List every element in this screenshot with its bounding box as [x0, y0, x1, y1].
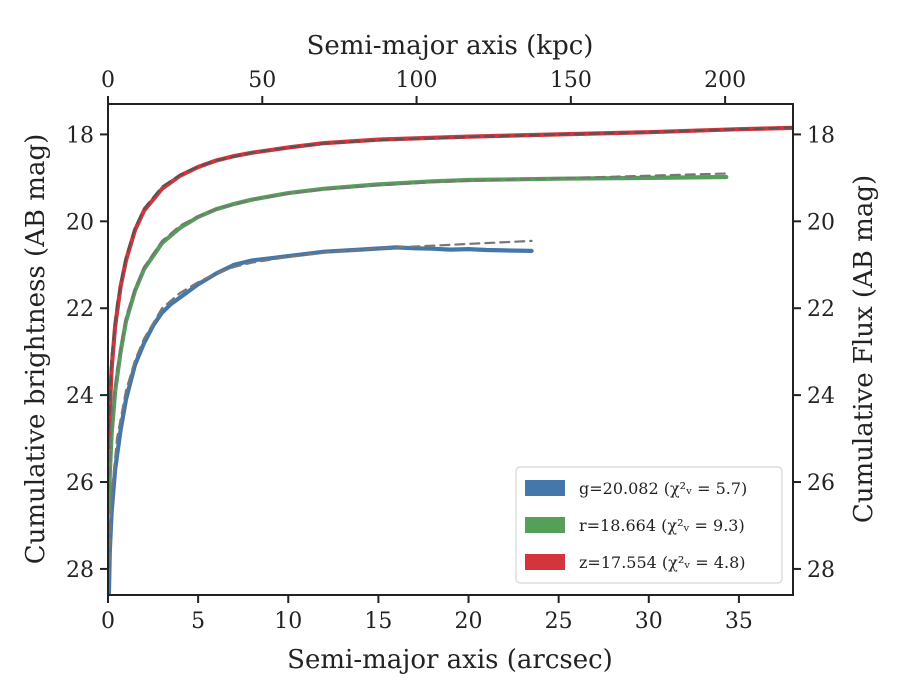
legend-label: z=17.554 (χ²ᵥ = 4.8): [579, 553, 745, 572]
plot-content: [108, 125, 793, 595]
top-x-tick-label: 0: [101, 68, 115, 93]
series-g-model-line: [108, 239, 533, 579]
axes: 0 5 10 15 20 25 30 35 0 50 100 150 200 18 18 20 20 22 22 24…: [66, 68, 835, 634]
x-tick-label: 30: [635, 609, 663, 634]
x-axis-label: Semi-major axis (arcsec): [287, 645, 613, 675]
right-y-tick-label: 18: [807, 123, 835, 148]
y-tick-label: 22: [66, 297, 94, 322]
top-x-tick-label: 100: [396, 68, 438, 93]
legend-swatch: [525, 480, 565, 496]
top-x-tick-label: 200: [704, 68, 746, 93]
legend-box: [515, 466, 783, 584]
plot-frame: [107, 103, 794, 596]
y-tick-label: 18: [66, 123, 94, 148]
top-x-tick-label: 150: [550, 68, 592, 93]
right-y-tick-label: 22: [807, 297, 835, 322]
legend-label: r=18.664 (χ²ᵥ = 9.3): [579, 516, 745, 535]
x-tick-label: 20: [455, 609, 483, 634]
right-y-tick-label: 20: [807, 210, 835, 235]
legend-label: g=20.082 (χ²ᵥ = 5.7): [579, 479, 747, 498]
y-tick-label: 28: [66, 558, 94, 583]
y-tick-label: 24: [66, 384, 94, 409]
x-tick-label: 5: [191, 609, 205, 634]
x-tick-label: 25: [545, 609, 573, 634]
series-r-line: [108, 174, 729, 515]
legend: g=20.082 (χ²ᵥ = 5.7) r=18.664 (χ²ᵥ = 9.3)…: [515, 466, 783, 584]
right-y-tick-label: 24: [807, 384, 835, 409]
x-tick-label: 35: [725, 609, 753, 634]
series-z-model-line: [108, 126, 793, 431]
y-tick-label: 20: [66, 210, 94, 235]
y-tick-label: 26: [66, 471, 94, 496]
x-tick-label: 15: [364, 609, 392, 634]
series-r-model-line: [108, 172, 728, 492]
right-y-tick-label: 28: [807, 558, 835, 583]
top-x-axis-label: Semi-major axis (kpc): [307, 31, 594, 61]
right-y-tick-label: 26: [807, 471, 835, 496]
x-tick-label: 10: [274, 609, 302, 634]
legend-swatch: [525, 554, 565, 570]
x-tick-label: 0: [101, 609, 115, 634]
legend-swatch: [525, 517, 565, 533]
top-x-tick-label: 50: [248, 68, 276, 93]
right-y-axis-label: Cumulative Flux (AB mag): [849, 175, 879, 523]
y-axis-label: Cumulative brightness (AB mag): [21, 134, 51, 565]
